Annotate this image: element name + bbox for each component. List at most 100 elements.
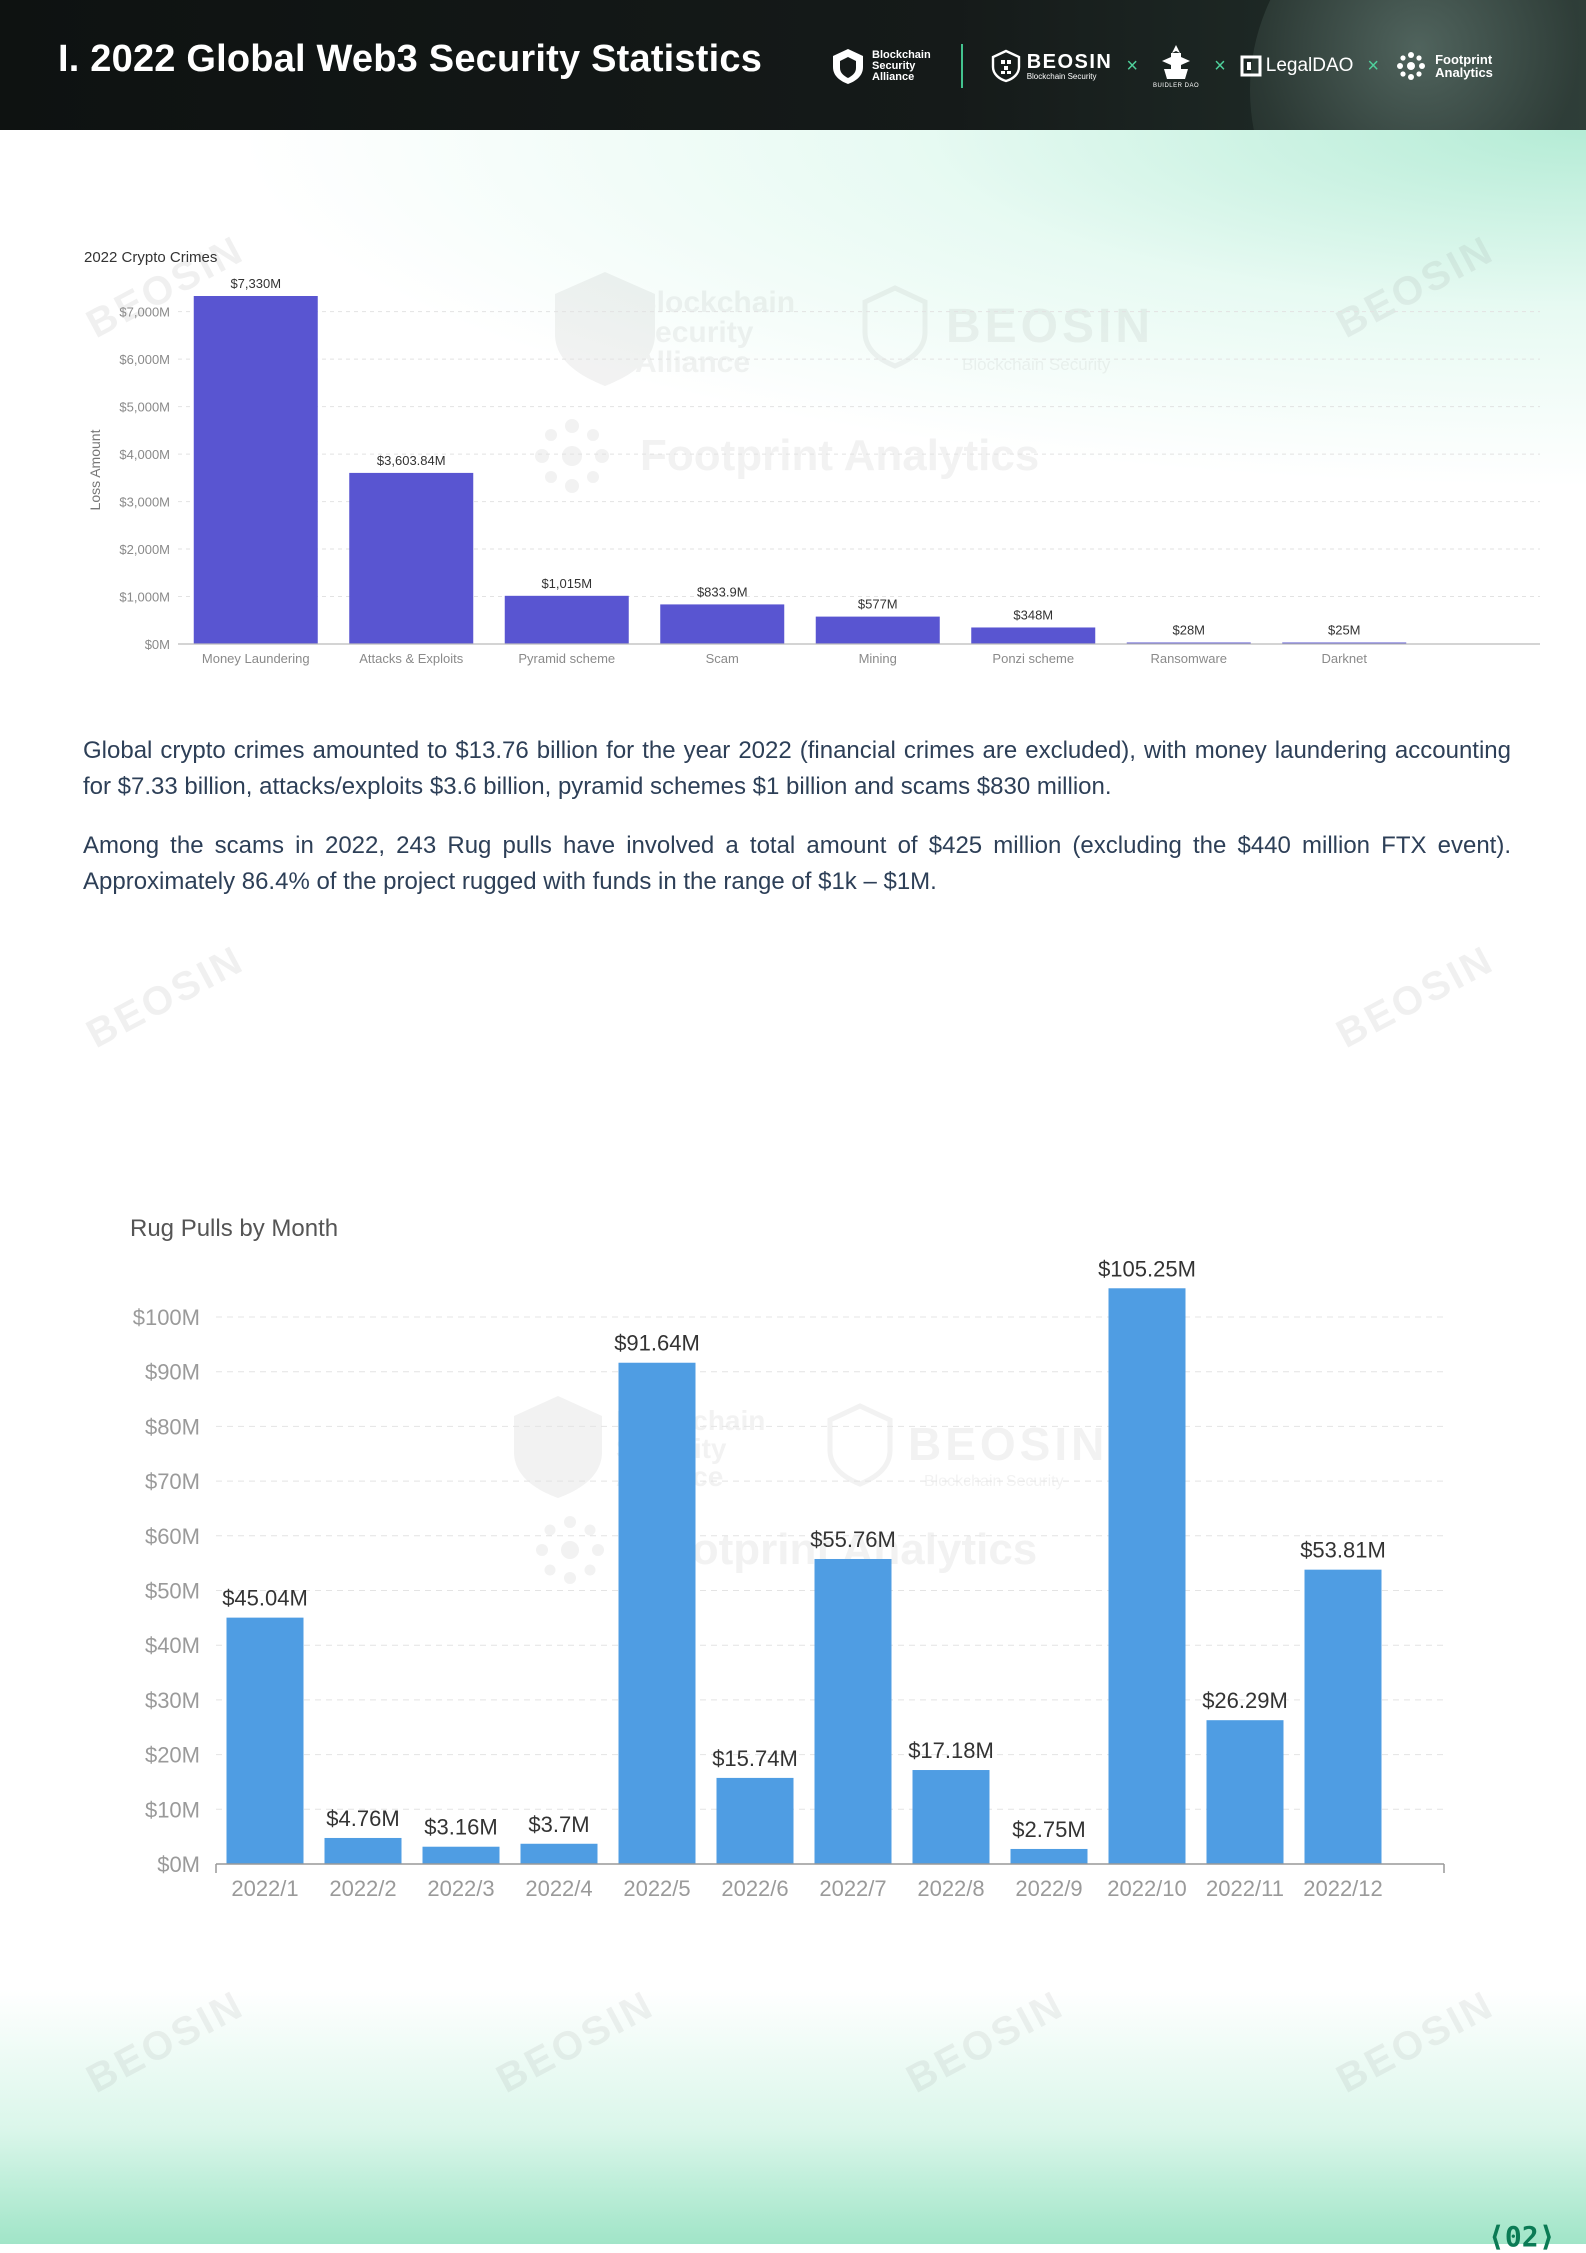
watermark-beosin: BEOSIN	[1329, 937, 1502, 1057]
chart2-data-label: $3.7M	[528, 1812, 589, 1837]
chart2-bar	[1304, 1569, 1382, 1864]
chart2-x-tick-label: 2022/1	[231, 1876, 298, 1901]
beosin-watermark-name: BEOSIN	[946, 300, 1154, 353]
chart2-x-tick-label: 2022/10	[1107, 1876, 1187, 1901]
beosin-watermark-shield	[862, 285, 928, 369]
chart1-data-label: $833.9M	[697, 584, 748, 599]
chart2-data-label: $53.81M	[1300, 1538, 1386, 1563]
bsa-logo: Blockchain Security Alliance	[830, 47, 931, 85]
chart2-bar	[1108, 1288, 1186, 1864]
chart1-y-tick-label: $7,000M	[119, 305, 170, 320]
bsa-watermark-line: Blockchain	[635, 286, 795, 319]
chart2-x-tick-label: 2022/7	[819, 1876, 886, 1901]
logo-separator: ×	[1126, 54, 1139, 77]
footprint-watermark-text: Footprint Analytics	[640, 431, 1039, 480]
chart2-data-label: $26.29M	[1202, 1688, 1288, 1713]
chart1-y-tick-label: $2,000M	[119, 542, 170, 557]
chart2-y-tick-label: $40M	[145, 1633, 200, 1658]
chart2-data-label: $55.76M	[810, 1527, 896, 1552]
chart2-y-tick-label: $30M	[145, 1688, 200, 1713]
bsa-watermark-shield	[514, 1396, 602, 1498]
legaldao-logo: LegalDAO	[1240, 55, 1354, 77]
legaldao-text: LegalDAO	[1265, 55, 1354, 76]
footprint-logo-line: Footprint	[1435, 52, 1493, 67]
chart2-x-tick-label: 2022/6	[721, 1876, 788, 1901]
chart1-y-tick-label: $0M	[145, 637, 170, 652]
bsa-watermark-shield	[555, 272, 655, 386]
footprint-burst-icon	[1397, 52, 1426, 80]
chart2-x-tick-label: 2022/12	[1303, 1876, 1383, 1901]
chart1-y-tick-label: $4,000M	[119, 447, 170, 462]
chart2-y-tick-label: $50M	[145, 1579, 200, 1604]
chart1-bar	[349, 472, 474, 644]
chart2-data-label: $45.04M	[222, 1586, 308, 1611]
chart2-bar	[716, 1777, 794, 1864]
chart2-bar	[618, 1362, 696, 1864]
chart2-data-label: $91.64M	[614, 1331, 700, 1356]
chart2-data-label: $4.76M	[326, 1806, 399, 1831]
chart1-bar	[504, 595, 629, 644]
chart1-y-tick-label: $1,000M	[119, 590, 170, 605]
bsa-logo-line: Security	[872, 59, 916, 72]
beosin-watermark-name: BEOSIN	[908, 1418, 1108, 1470]
chart1-y-tick-label: $6,000M	[119, 352, 170, 367]
chart2-data-label: $17.18M	[908, 1738, 994, 1763]
footprint-logo: Footprint Analytics	[1393, 48, 1493, 84]
chart1-data-label: $1,015M	[541, 576, 592, 591]
chart1-bar	[660, 604, 785, 644]
chart2-y-tick-label: $10M	[145, 1797, 200, 1822]
chart1-y-tick-label: $5,000M	[119, 400, 170, 415]
chart1-title: 2022 Crypto Crimes	[84, 249, 217, 266]
chart1-x-tick-label: Ponzi scheme	[992, 651, 1074, 666]
chart2-data-label: $15.74M	[712, 1746, 798, 1771]
chart2-y-tick-label: $90M	[145, 1360, 200, 1385]
chart1-data-label: $577M	[858, 597, 898, 612]
chart2-data-label: $2.75M	[1012, 1817, 1085, 1842]
footprint-logo-line: Analytics	[1435, 65, 1493, 80]
bsa-shield-icon	[833, 49, 863, 84]
chart2-y-tick-label: $70M	[145, 1469, 200, 1494]
chart2-y-tick-label: $20M	[145, 1743, 200, 1768]
chart1-data-label: $25M	[1328, 623, 1361, 638]
chart1-x-tick-label: Pyramid scheme	[518, 651, 615, 666]
chart2-bar	[520, 1843, 598, 1864]
chart2-y-tick-label: $80M	[145, 1414, 200, 1439]
summary-paragraph-crimes: Global crypto crimes amounted to $13.76 …	[83, 737, 1511, 800]
chart1-x-tick-label: Ransomware	[1150, 651, 1227, 666]
chart1-x-tick-label: Money Laundering	[202, 651, 310, 666]
watermark-beosin: BEOSIN	[79, 937, 252, 1057]
page-number: ⟨02⟩	[1488, 2220, 1556, 2253]
logo-separator: ×	[1367, 54, 1380, 77]
chart1-y-axis-label: Loss Amount	[87, 429, 103, 510]
partner-logos: Blockchain Security Alliance BEOSIN Bloc…	[830, 36, 1493, 96]
chart2-y-tick-label: $60M	[145, 1524, 200, 1549]
logo-separator: ×	[1214, 54, 1226, 77]
bsa-logo-line: Blockchain	[872, 48, 931, 61]
page-title: I. 2022 Global Web3 Security Statistics	[58, 38, 763, 80]
chart2-bar	[814, 1558, 892, 1864]
footprint-watermark-icon	[536, 1516, 604, 1584]
chart2-y-tick-label: $100M	[133, 1305, 200, 1330]
chart2-watermark-group: Blockchain Security Alliance BEOSIN Bloc…	[514, 1396, 1108, 1584]
chart2-x-tick-label: 2022/8	[917, 1876, 984, 1901]
beosin-watermark-sub: Blockchain Security	[924, 1473, 1064, 1490]
chart2-x-tick-label: 2022/11	[1206, 1876, 1284, 1901]
beosin-shield-icon	[991, 49, 1020, 83]
crypto-crimes-bar-chart: Blockchain Security Alliance BEOSIN Bloc…	[84, 249, 1540, 666]
chart2-x-tick-label: 2022/2	[329, 1876, 396, 1901]
chart2-x-tick-label: 2022/4	[525, 1876, 592, 1901]
chart2-bar	[422, 1846, 500, 1864]
beosin-logo-sub: Blockchain Security	[1026, 71, 1097, 81]
beosin-logo-name: BEOSIN	[1026, 50, 1113, 73]
chart2-bar	[912, 1770, 990, 1864]
chart1-x-tick-label: Darknet	[1321, 651, 1367, 666]
bsa-watermark-line: Alliance	[635, 346, 750, 379]
chart1-data-label: $348M	[1013, 607, 1053, 622]
chart2-x-tick-label: 2022/3	[427, 1876, 494, 1901]
chart2-data-label: $3.16M	[424, 1815, 497, 1840]
chart2-bar	[324, 1837, 402, 1864]
chart1-bar	[1126, 642, 1251, 644]
logo-divider	[960, 44, 963, 88]
buidler-dao-icon	[1162, 45, 1191, 79]
chart2-title: Rug Pulls by Month	[130, 1215, 338, 1242]
